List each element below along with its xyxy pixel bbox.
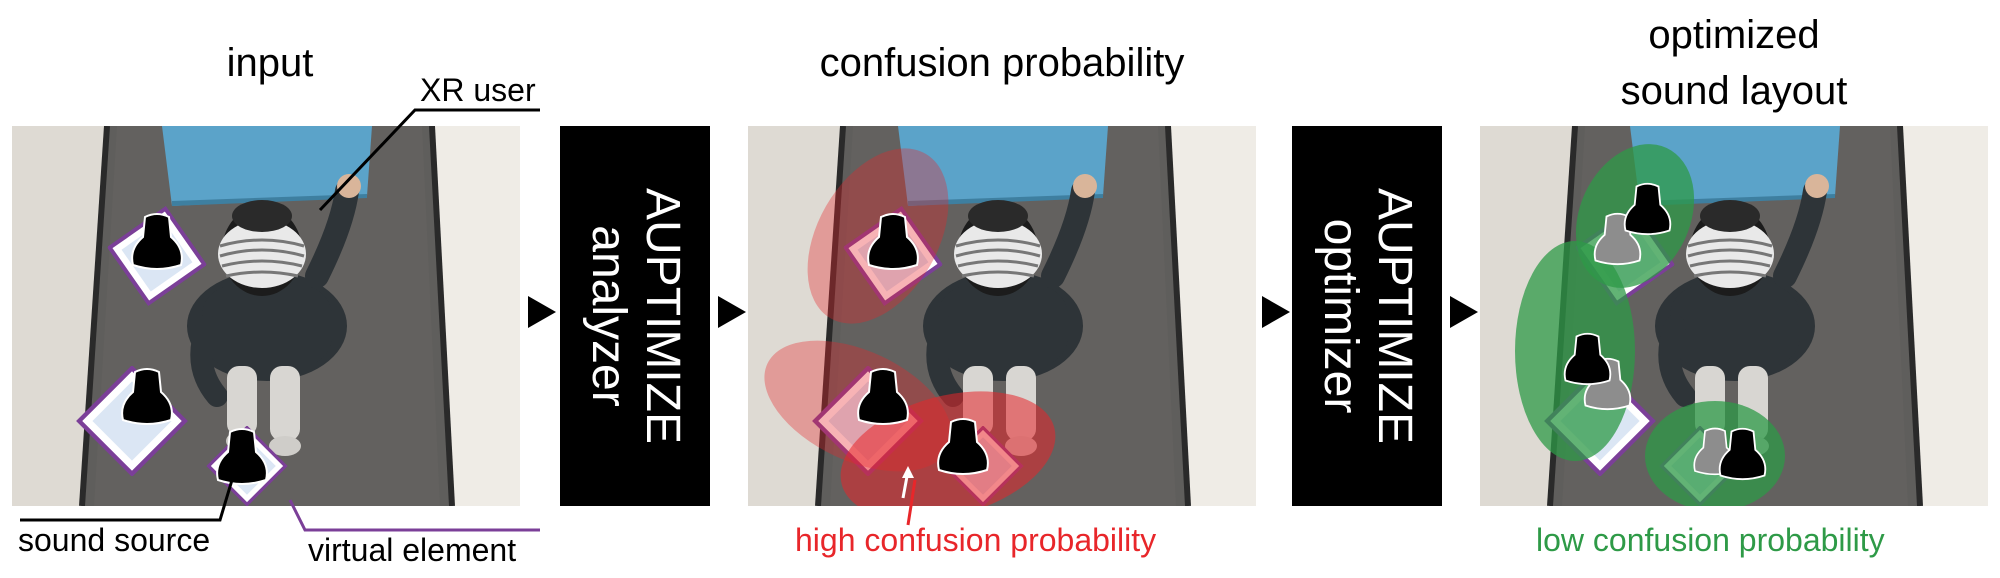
optimizer-line2: optimizer [1314,218,1367,414]
analyzer-line1: AUPTIMIZE [636,187,689,445]
flow-arrow-3 [1262,296,1290,328]
flow-arrow-2 [718,296,746,328]
label-high-confusion: high confusion probability [795,522,1157,558]
hallway-scene-optimized [1480,126,1988,506]
confusion-zone-1 [807,148,949,324]
auptimize-analyzer-box: AUPTIMIZE analyzer [560,126,710,506]
optimizer-line1: AUPTIMIZE [1368,187,1421,445]
hallway-scene-confusion [748,126,1256,506]
callout-lines-input [20,108,540,532]
label-xr-user: XR user [420,72,536,108]
panel-title-optimized-line2: sound layout [1620,69,1848,113]
flow-arrow-4 [1450,296,1478,328]
label-low-confusion: low confusion probability [1536,522,1885,558]
label-sound-source: sound source [18,522,211,558]
high-confusion-pointer [906,479,917,526]
panel-title-optimized-line1: optimized [1648,13,1820,57]
flow-arrow-1 [528,296,556,328]
auptimize-optimizer-box: AUPTIMIZE optimizer [1292,126,1442,506]
label-virtual-element: virtual element [308,532,517,568]
analyzer-line2: analyzer [582,225,635,407]
photo-confusion [748,126,1256,506]
panel-title-input: input [226,41,314,85]
panel-title-confusion: confusion probability [819,41,1185,85]
photo-optimized [1480,126,1988,506]
